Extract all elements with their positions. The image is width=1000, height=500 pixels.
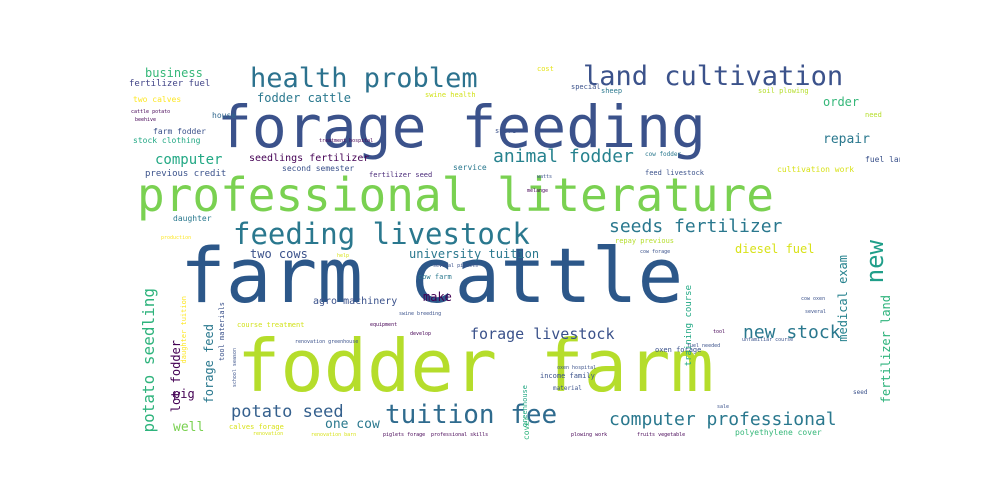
word-farm-cattle: farm cattle [180,231,684,320]
word-sale: sale [717,404,730,410]
word-tool-materials: tool materials [218,302,226,362]
word-repay-previous: repay previous [615,237,675,245]
word-fertilizer-seed: fertilizer seed [369,171,433,179]
word-course-treatment: course treatment [237,321,305,329]
word-agro-machinery: agro machinery [313,296,398,307]
word-cow-farm: cow farm [418,273,452,281]
word-land-cultivation: land cultivation [583,61,844,92]
word-cultivation-work: cultivation work [777,165,855,174]
word-cow-fodder: cow fodder [645,151,682,158]
word-fertilizer-land: fertilizer land [879,295,893,404]
word-fuel-needed: fuel needed [687,343,721,349]
word-forage-feed: forage feed [202,324,216,404]
word-new: new [861,240,889,284]
word-feed-livestock: feed livestock [645,169,705,177]
word-tool: tool [713,329,726,335]
word-university-tuition: university tuition [409,247,540,261]
word-cost: cost [537,65,554,73]
word-seedlings-fertilizer: seedlings fertilizer [249,153,370,164]
word-fodder-farm: fodder farm [237,324,714,408]
word-second-semester: second semester [282,164,355,173]
word-one-cow: one cow [325,417,380,432]
word-several: several [805,309,827,315]
word-repair: repair [823,132,870,147]
word-beehive: beehive [135,117,157,123]
word-cow-oxen: cow oxen [801,296,826,302]
word-daughter-tuition: daughter tuition [180,296,188,364]
word-tuition-fee: tuition fee [385,400,558,430]
word-potato-seed: potato seed [231,402,344,422]
word-well: well [173,420,205,435]
word-special: special [571,83,601,91]
word-two-calves: two calves [133,95,182,104]
word-material: material [553,385,582,392]
word-farm-fodder: farm fodder [153,127,206,136]
word-oxen-forage: oxen forage [655,346,702,354]
word-calves-forage: calves forage [229,423,284,431]
word-watts: watts [537,174,553,180]
word-house: house [212,111,237,120]
word-store: store [495,127,517,135]
word-seeds-fertilizer: seeds fertilizer [609,216,783,237]
word-melange: mélange [527,188,549,194]
word-fruits-vegetable: fruits vegetable [637,432,686,438]
word-forage-livestock: forage livestock [470,325,615,343]
word-cow-forage: cow forage [640,249,671,255]
word-stock-clothing: stock clothing [133,136,201,145]
word-develop: develop [410,331,432,337]
word-medical-exam: medical exam [836,255,850,342]
word-renovation-barn: renovation barn [311,432,357,438]
word-two-cows: two cows [250,247,308,261]
word-unfamiliar-course: unfamiliar course [742,337,794,343]
word-swine-health: swine health [425,91,476,99]
word-feeding-livestock: feeding livestock [233,217,530,251]
word-treatment-hospital: treatment hospital [319,138,374,144]
word-equipment: equipment [370,322,398,328]
word-school-season: school season [232,348,238,388]
word-seed: seed [853,389,868,396]
word-service: service [453,163,487,172]
word-professional-skills: professional skills [431,432,489,438]
word-production: production [161,235,192,241]
word-polyethylene-cover: polyethylene cover [735,428,822,437]
word-health-problem: health problem [250,63,478,94]
word-income-family: income family [540,372,595,380]
word-need: need [865,111,882,119]
word-renovation-greenhouse: renovation greenhouse [295,339,359,345]
word-swine-breeding: swine breeding [399,311,442,317]
word-fertilizer-fuel: fertilizer fuel [129,79,211,89]
word-animal-fodder: animal fodder [493,146,634,167]
word-diesel-fuel: diesel fuel [735,242,815,256]
word-fuel-land: fuel land [865,155,900,164]
word-renovation: renovation [253,431,284,437]
word-professional-literature: professional literature [137,168,774,222]
word-fodder-cattle: fodder cattle [257,91,351,105]
word-several-piglets: several piglets [433,263,479,269]
word-training-course: training course [684,285,694,367]
word-soil-plowing: soil plowing [758,87,809,95]
word-pig: pig [173,387,195,401]
word-help: help [337,253,350,259]
word-oxen-hospital: oxen hospital [557,365,597,371]
word-daughter: daughter [173,214,212,223]
word-forage-feeding: forage feeding [217,93,706,161]
word-piglets-forage: piglets forage [383,432,426,438]
word-cattle-potato: cattle potato [131,109,171,115]
word-previous-credit: previous credit [145,169,227,179]
word-plowing-work: plowing work [571,432,608,438]
word-make: make [423,290,452,304]
word-business: business [145,66,203,80]
word-new-stock: new stock [743,322,841,343]
word-sheep: sheep [601,87,623,95]
word-order: order [823,95,860,109]
word-computer: computer [155,152,223,168]
word-cloud: farm cattle fodder farm forage feeding p… [125,60,900,445]
word-cover: cover [522,416,531,441]
word-potato-seedling: potato seedling [139,288,158,433]
word-computer-professional: computer professional [609,409,837,430]
